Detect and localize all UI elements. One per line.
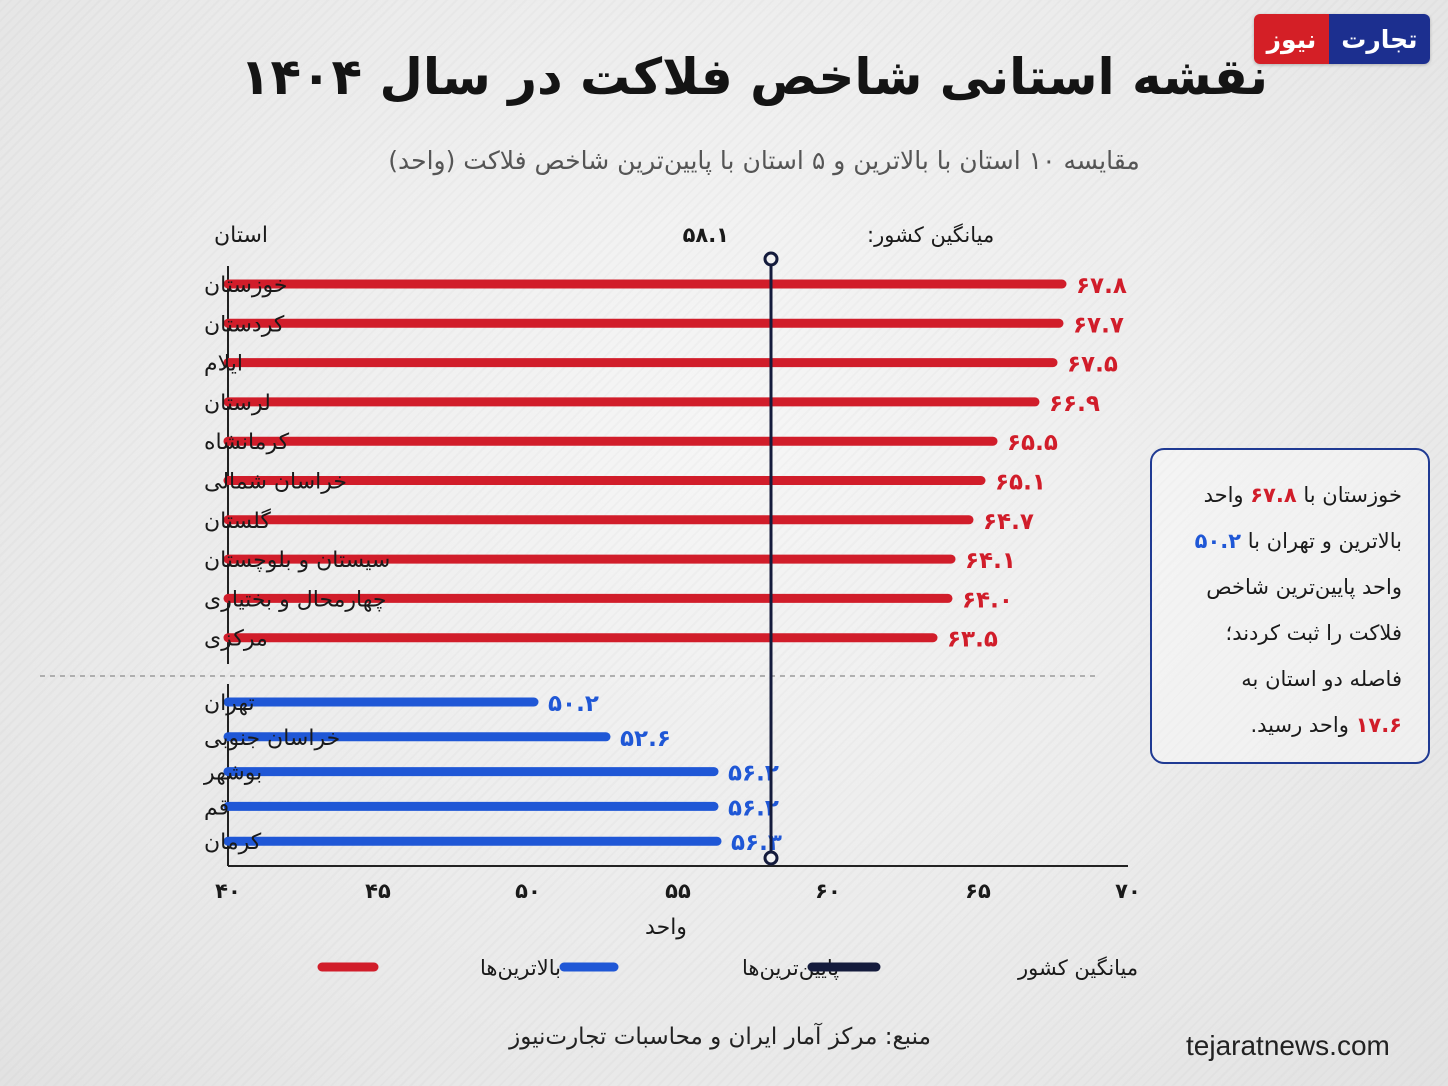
province-label: خراسان جنوبی	[204, 726, 340, 751]
legend-label: بالاترین‌ها	[480, 956, 561, 980]
source-note: منبع: مرکز آمار ایران و محاسبات تجارت‌نی…	[509, 1024, 931, 1050]
x-tick-label: ۶۰	[815, 879, 841, 903]
x-tick-label: ۵۰	[515, 879, 541, 903]
province-label: چهارمحال و بختیاری	[204, 587, 387, 612]
callout-text: واحد	[1203, 483, 1251, 507]
average-line-cap-bottom	[763, 850, 779, 866]
x-tick-label: ۶۵	[965, 879, 991, 903]
callout-highlight-gap: ۱۷.۶	[1355, 713, 1402, 737]
province-label: گلستان	[204, 508, 271, 534]
province-label: تهران	[204, 691, 255, 716]
province-label: ایلام	[204, 352, 243, 377]
callout-line-4: فلاکت را ثبت کردند؛	[1225, 621, 1402, 645]
callout-text: بالاترین و تهران با	[1241, 529, 1402, 553]
value-label: ۶۵.۱	[995, 470, 1046, 496]
value-label: ۶۴.۷	[983, 509, 1034, 535]
province-label: کرمانشاه	[204, 430, 290, 455]
value-label: ۶۳.۵	[947, 627, 998, 653]
logo-part-news: نیوز	[1254, 14, 1329, 64]
website-url: tejaratnews.com	[1186, 1030, 1390, 1061]
province-label: خوزستان	[204, 273, 288, 298]
value-label: ۶۵.۵	[1007, 430, 1058, 456]
callout-line-5: فاصله دو استان به	[1241, 667, 1402, 691]
value-label: ۶۴.۱	[965, 548, 1016, 574]
province-label: خراسان شمالی	[204, 470, 347, 495]
province-label: لرستان	[204, 391, 271, 416]
province-label: کردستان	[204, 312, 285, 337]
category-axis-label: استان	[214, 223, 268, 248]
average-line-label: میانگین کشور:	[867, 223, 994, 247]
value-label: ۶۴.۰	[962, 587, 1013, 613]
callout-highlight-min: ۵۰.۲	[1194, 529, 1242, 553]
x-axis-label: واحد	[645, 915, 687, 940]
province-label: قم	[204, 795, 229, 820]
average-line-cap-top	[763, 251, 779, 267]
province-label: مرکزی	[204, 627, 268, 652]
value-label: ۶۶.۹	[1049, 391, 1100, 417]
callout-line-3: واحد پایین‌ترین شاخص	[1206, 575, 1402, 599]
summary-callout: خوزستان با ۶۷.۸ واحد بالاترین و تهران با…	[1150, 448, 1430, 764]
chart-subtitle: مقایسه ۱۰ استان با بالاترین و ۵ استان با…	[388, 146, 1140, 175]
x-tick-label: ۴۵	[365, 879, 391, 903]
value-label: ۶۷.۵	[1067, 352, 1118, 378]
legend-label: میانگین کشور	[1017, 956, 1138, 980]
value-label: ۵۲.۶	[620, 726, 671, 752]
province-label: بوشهر	[203, 761, 262, 786]
x-tick-label: ۴۰	[215, 879, 241, 903]
value-label: ۶۷.۸	[1076, 273, 1127, 299]
province-label: سیستان و بلوچستان	[204, 548, 390, 573]
brand-logo: تجارت نیوز	[1254, 14, 1430, 64]
value-label: ۵۰.۲	[548, 691, 599, 717]
x-tick-label: ۵۵	[665, 879, 691, 903]
average-line-value: ۵۸.۱	[683, 223, 729, 247]
chart-title: نقشه استانی شاخص فلاکت در سال ۱۴۰۴	[239, 48, 1268, 106]
callout-line-1: خوزستان با ۶۷.۸ واحد	[1170, 472, 1402, 518]
callout-line-2: بالاترین و تهران با ۵۰.۲	[1170, 518, 1402, 564]
x-tick-label: ۷۰	[1115, 879, 1141, 903]
callout-text: خوزستان با	[1296, 483, 1402, 507]
callout-highlight-max: ۶۷.۸	[1250, 483, 1297, 507]
value-label: ۶۷.۷	[1073, 312, 1124, 338]
province-label: کرمان	[204, 830, 262, 855]
callout-line-6: ۱۷.۶ واحد رسید.	[1170, 702, 1402, 748]
callout-text: واحد رسید.	[1250, 713, 1356, 737]
logo-part-tejarat: تجارت	[1328, 14, 1430, 64]
